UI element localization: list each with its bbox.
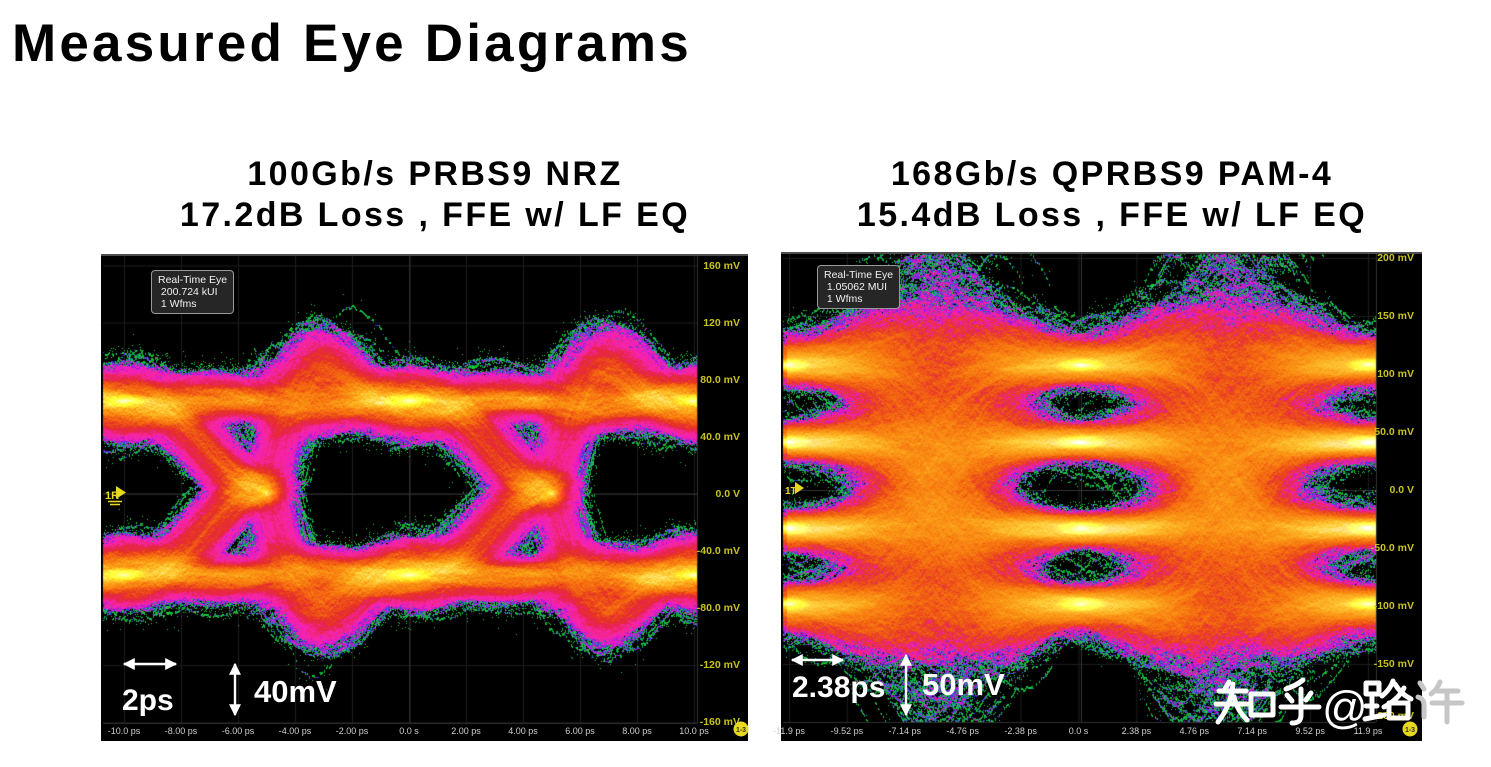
svg-text:@: @: [1322, 682, 1368, 733]
svg-text:1R: 1R: [105, 490, 119, 502]
svg-text:1-3: 1-3: [1405, 727, 1415, 734]
svg-text:1-3: 1-3: [736, 727, 746, 734]
svg-text:1T: 1T: [785, 486, 797, 497]
